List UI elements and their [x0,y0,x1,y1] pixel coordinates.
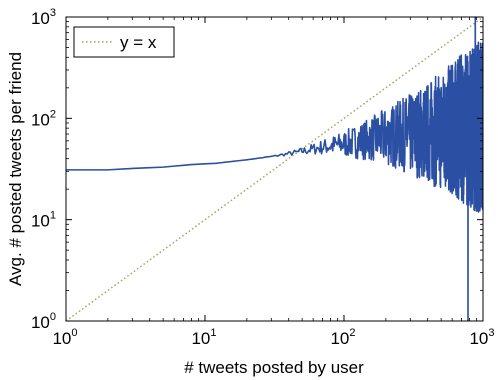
x-tick-label: 103 [469,327,494,348]
series-avg-tweets-per-friend [66,17,483,321]
y-tick-label: 102 [31,108,56,129]
x-axis-label: # tweets posted by user [184,358,364,377]
legend: y = x [73,26,175,58]
x-tick-label: 102 [330,327,355,348]
legend-label-y-equals-x: y = x [120,33,157,52]
plot-frame [65,16,484,322]
y-tick-label: 101 [31,210,56,231]
x-tick-label: 101 [191,327,216,348]
y-tick-label: 103 [31,7,56,28]
ticks-layer: 100 101 102 103 100 101 102 103 [31,7,495,348]
y-axis-label: Avg. # posted tweets per friend [6,52,25,286]
x-tick-label: 100 [52,327,77,348]
y-tick-label: 100 [31,311,56,332]
series-layer [66,17,483,321]
